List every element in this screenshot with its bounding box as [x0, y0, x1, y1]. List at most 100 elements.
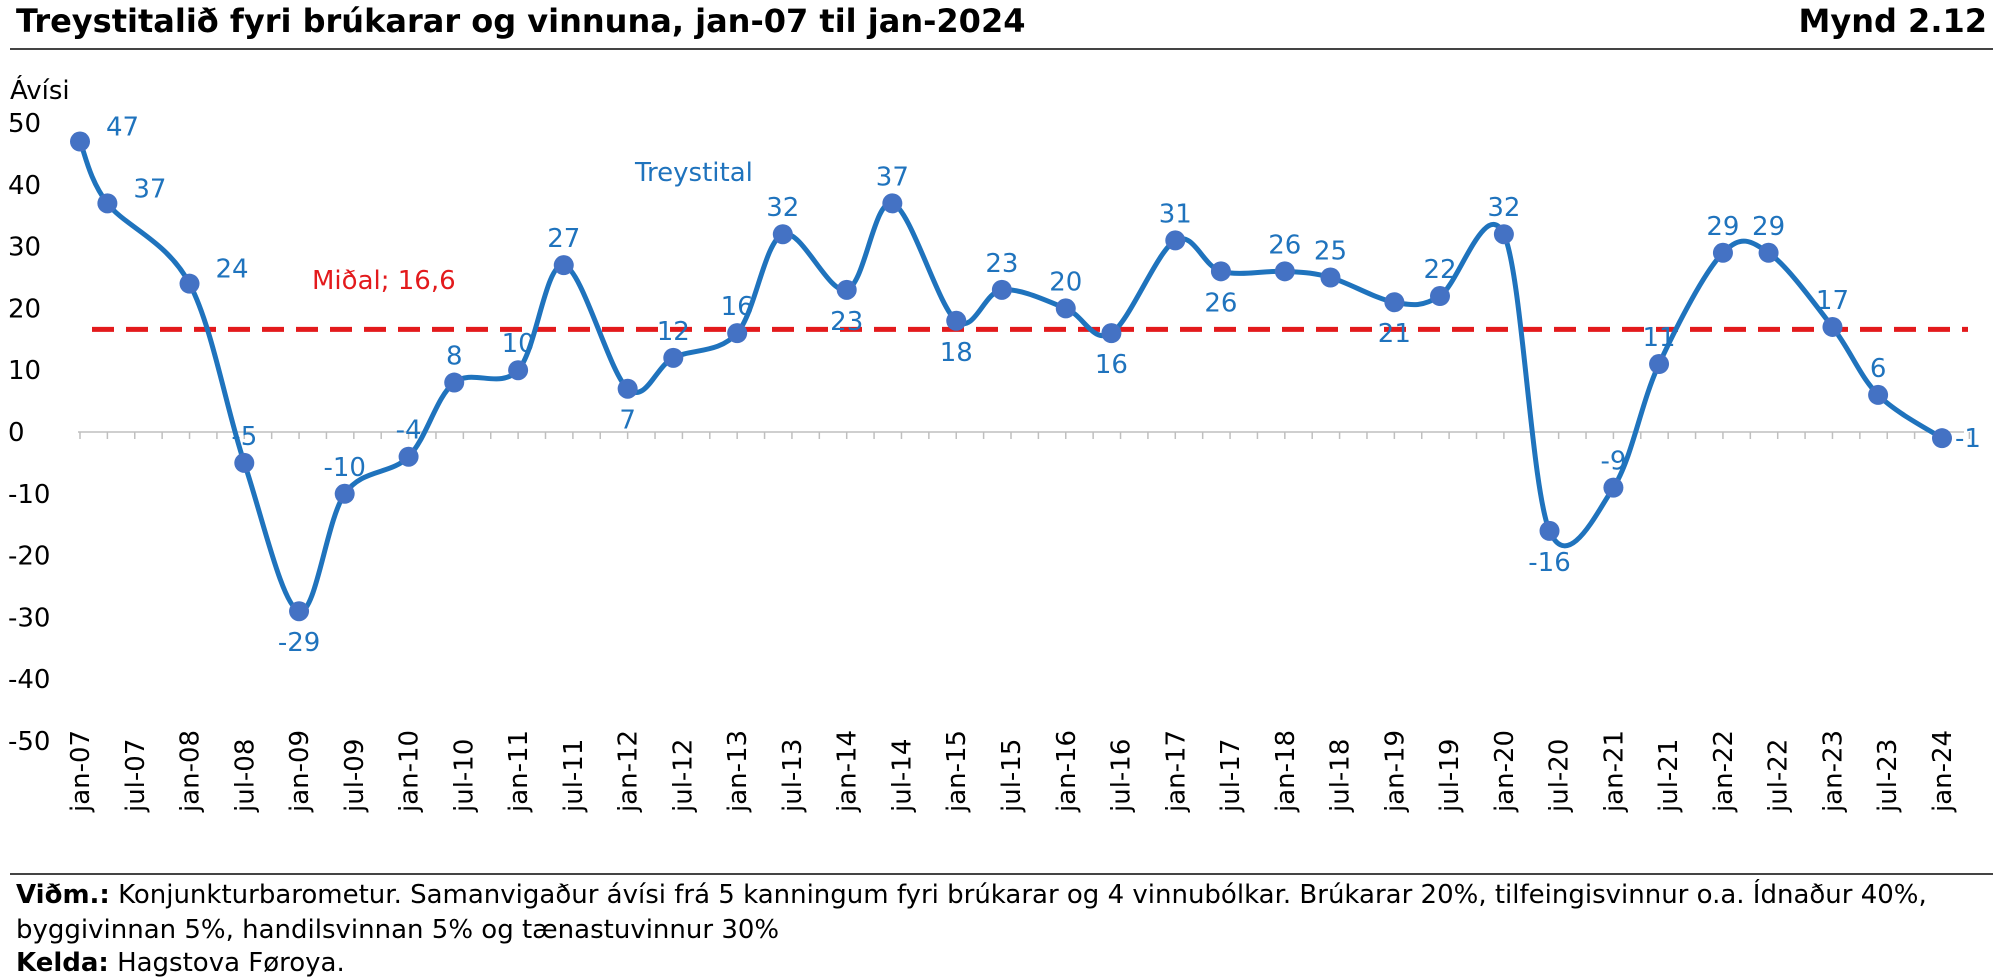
data-label: 10 [502, 329, 535, 359]
x-tick-label: jan-24 [1928, 730, 1958, 813]
data-label: 17 [1816, 286, 1849, 316]
data-label: 26 [1268, 230, 1301, 260]
data-point [1758, 242, 1779, 263]
footer-divider [10, 873, 1993, 875]
data-label: -1 [1955, 424, 1981, 454]
x-tick-label: jan-15 [942, 730, 972, 813]
data-point [1055, 298, 1076, 319]
data-point [508, 360, 529, 381]
y-axis-label: Ávísi [10, 74, 70, 106]
x-tick-label: jan-09 [285, 730, 315, 813]
y-tick-label: 50 [8, 109, 41, 139]
data-label: 12 [657, 317, 690, 347]
x-tick-label: jan-17 [1161, 730, 1191, 813]
x-tick-label: jan-07 [66, 730, 96, 813]
x-tick-label: jan-14 [833, 730, 863, 813]
data-point [1603, 477, 1624, 498]
x-tick-label: jul-15 [997, 739, 1027, 813]
x-tick-label: jul-14 [887, 739, 917, 813]
y-tick-label: 30 [8, 233, 41, 263]
data-label: 26 [1204, 288, 1237, 318]
y-tick-label: 40 [8, 171, 41, 201]
data-label: 37 [876, 162, 909, 192]
x-tick-label: jan-11 [504, 730, 534, 813]
data-label: 37 [133, 174, 166, 204]
data-point [289, 601, 310, 622]
y-tick-label: -10 [8, 480, 50, 510]
data-point [1320, 267, 1341, 288]
data-label: 8 [446, 342, 463, 372]
data-label: 32 [1487, 193, 1520, 223]
data-label: -29 [278, 628, 320, 658]
header-divider [10, 48, 1993, 50]
data-point [1493, 224, 1514, 245]
data-label: 31 [1159, 199, 1192, 229]
data-point [991, 279, 1012, 300]
source-label: Kelda: [16, 948, 109, 978]
chart-title: Treystitalið fyri brúkarar og vinnuna, j… [16, 2, 1026, 40]
data-point [1165, 230, 1186, 251]
data-point [70, 131, 90, 152]
data-label: 6 [1870, 354, 1887, 384]
x-tick-label: jan-22 [1709, 730, 1739, 813]
chart-source: Kelda: Hagstova Føroya. [16, 948, 345, 978]
data-point [663, 347, 684, 368]
data-label: 32 [766, 193, 799, 223]
data-label: -4 [396, 416, 422, 446]
x-tick-label: jul-11 [559, 739, 589, 813]
data-point [97, 193, 118, 214]
x-tick-label: jul-19 [1435, 739, 1465, 813]
data-point [234, 452, 255, 473]
x-tick-label: jan-13 [723, 730, 753, 813]
data-point [1429, 286, 1450, 307]
data-point [727, 323, 748, 344]
x-tick-label: jan-23 [1818, 730, 1848, 813]
mean-label: Miðal; 16,6 [312, 266, 456, 296]
data-point [1274, 261, 1295, 282]
data-label: 20 [1049, 267, 1082, 297]
x-tick-label: jul-22 [1764, 739, 1794, 813]
data-label: 18 [940, 338, 973, 368]
x-tick-label: jul-23 [1873, 739, 1903, 813]
data-label: 23 [830, 307, 863, 337]
data-point [1101, 323, 1122, 344]
data-label: 47 [106, 113, 139, 143]
x-tick-label: jul-18 [1326, 739, 1356, 813]
source-text: Hagstova Føroya. [117, 948, 345, 978]
x-tick-label: jul-20 [1545, 739, 1575, 813]
note-label: Viðm.: [16, 880, 110, 910]
data-point [553, 255, 574, 276]
x-tick-label: jan-21 [1599, 730, 1629, 813]
x-tick-label: jul-16 [1107, 739, 1137, 813]
x-tick-label: jul-08 [230, 739, 260, 813]
x-tick-label: jul-21 [1654, 739, 1684, 813]
data-point [882, 193, 903, 214]
x-tick-label: jul-17 [1216, 739, 1246, 813]
chart-note: Viðm.: Konjunkturbarometur. Samanvigaður… [16, 878, 1976, 948]
data-label: 29 [1752, 212, 1785, 242]
data-point [398, 446, 419, 467]
data-label: 16 [1095, 350, 1128, 380]
y-tick-label: -20 [8, 542, 50, 572]
x-tick-label: jan-20 [1490, 730, 1520, 813]
x-tick-label: jul-09 [340, 739, 370, 813]
x-tick-label: jan-08 [176, 730, 206, 813]
data-point [444, 372, 465, 393]
y-tick-label: 10 [8, 356, 41, 386]
x-tick-label: jan-18 [1271, 730, 1301, 813]
data-point [1932, 428, 1952, 449]
data-label: 23 [985, 249, 1018, 279]
data-label: 21 [1378, 319, 1411, 349]
data-point [1210, 261, 1231, 282]
data-label: 27 [547, 224, 580, 254]
data-label: 29 [1706, 212, 1739, 242]
data-point [836, 279, 857, 300]
figure-number: Mynd 2.12 [1798, 2, 1987, 40]
x-tick-label: jul-07 [121, 739, 151, 813]
data-label: 11 [1643, 323, 1676, 353]
x-tick-label: jan-19 [1380, 730, 1410, 813]
data-point [179, 273, 200, 294]
data-label: -10 [323, 453, 365, 483]
data-point [1822, 316, 1843, 337]
